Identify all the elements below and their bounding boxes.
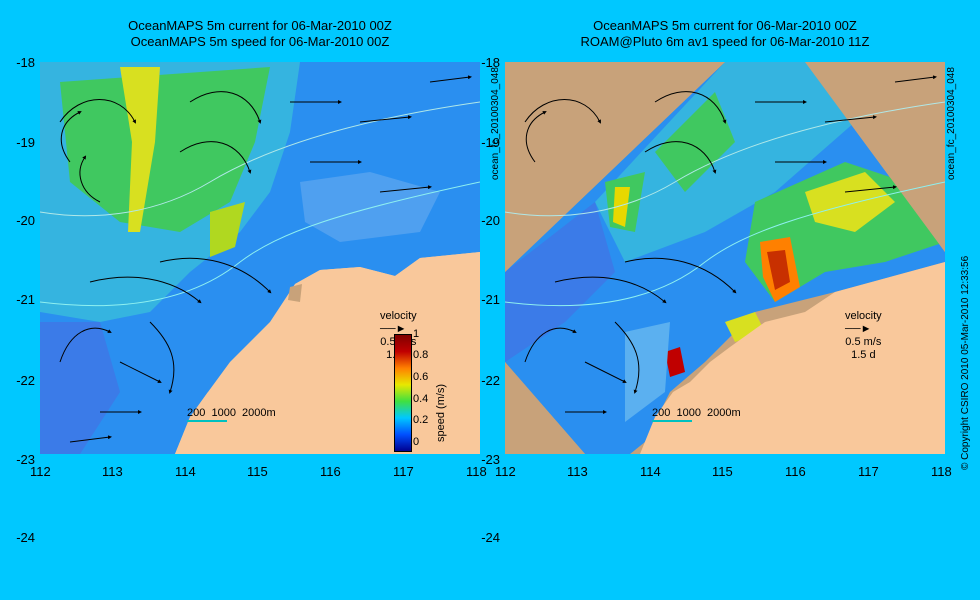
y-tick-20-right: -20 — [481, 213, 500, 228]
colorbar-tick-1: 1 — [413, 328, 420, 340]
right-isobaths-lines — [652, 420, 692, 422]
y-tick-19-right: -19 — [481, 135, 500, 150]
right-title-line2: ROAM@Pluto 6m av1 speed for 06-Mar-2010 … — [580, 34, 870, 49]
left-isobaths-lines — [187, 420, 227, 422]
y-tick-20: -20 — [16, 213, 35, 228]
x-tick-112: 112 — [30, 464, 51, 479]
right-title-line1: OceanMAPS 5m current for 06-Mar-2010 00Z — [593, 18, 857, 33]
copyright-label: © Copyright CSIRO 2010 05-Mar-2010 12:33… — [960, 255, 971, 470]
left-velocity-arrow: ──► — [380, 323, 407, 335]
y-tick-22: -22 — [16, 373, 35, 388]
y-tick-24: -24 — [16, 530, 35, 545]
colorbar-tick-0.8: 0.8 — [413, 349, 429, 361]
colorbar-tick-0: 0 — [413, 436, 420, 448]
left-isobaths-label: 200 1000 2000m — [187, 407, 276, 419]
y-tick-21: -21 — [16, 292, 35, 307]
x-tick-113-right: 113 — [567, 464, 588, 479]
y-tick-18: -18 — [16, 55, 35, 70]
y-tick-23: -23 — [16, 452, 35, 467]
left-map-panel: velocity ──► 0.5 m/s 1.5 d 200 1000 2000… — [40, 62, 480, 454]
left-map-svg — [40, 62, 480, 454]
colorbar-tick-0.4: 0.4 — [413, 393, 429, 405]
left-isobaths-legend: 200 1000 2000m — [187, 407, 276, 422]
colorbar — [394, 334, 412, 452]
x-tick-114: 114 — [175, 464, 196, 479]
right-velocity-label: velocity — [845, 310, 882, 322]
x-tick-117-right: 117 — [858, 464, 879, 479]
x-tick-118: 118 — [466, 464, 487, 479]
y-tick-24-right: -24 — [481, 530, 500, 545]
colorbar-tick-0.6: 0.6 — [413, 371, 429, 383]
left-velocity-label: velocity — [380, 310, 417, 322]
y-tick-21-right: -21 — [481, 292, 500, 307]
right-isobaths-label: 200 1000 2000m — [652, 407, 741, 419]
x-tick-115-right: 115 — [712, 464, 733, 479]
y-tick-22-right: -22 — [481, 373, 500, 388]
right-map-panel: velocity ──► 0.5 m/s 1.5 d 200 1000 2000… — [505, 62, 945, 454]
right-velocity-arrow: ──► — [845, 323, 872, 335]
y-tick-23-right: -23 — [481, 452, 500, 467]
x-tick-116-right: 116 — [785, 464, 806, 479]
x-tick-117: 117 — [393, 464, 414, 479]
right-velocity-legend: velocity ──► 0.5 m/s 1.5 d — [845, 310, 882, 362]
x-tick-116: 116 — [320, 464, 341, 479]
y-tick-19: -19 — [16, 135, 35, 150]
x-tick-112-right: 112 — [495, 464, 516, 479]
x-tick-115: 115 — [247, 464, 268, 479]
x-tick-118-right: 118 — [931, 464, 952, 479]
left-title-line1: OceanMAPS 5m current for 06-Mar-2010 00Z — [128, 18, 392, 33]
right-velocity-time: 1.5 d — [851, 349, 876, 361]
x-tick-114-right: 114 — [640, 464, 661, 479]
colorbar-tick-0.2: 0.2 — [413, 414, 429, 426]
left-title-line2: OceanMAPS 5m speed for 06-Mar-2010 00Z — [130, 34, 390, 49]
right-isobaths-legend: 200 1000 2000m — [652, 407, 741, 422]
y-tick-18-right: -18 — [481, 55, 500, 70]
colorbar-label: speed (m/s) — [435, 383, 447, 442]
right-map-svg — [505, 62, 945, 454]
right-velocity-scale: 0.5 m/s — [845, 336, 882, 348]
right-side-label: ocean_fc_20100304_048 — [946, 67, 957, 180]
x-tick-113: 113 — [102, 464, 123, 479]
left-side-label: ocean_fc_20100304_048 — [490, 67, 501, 180]
